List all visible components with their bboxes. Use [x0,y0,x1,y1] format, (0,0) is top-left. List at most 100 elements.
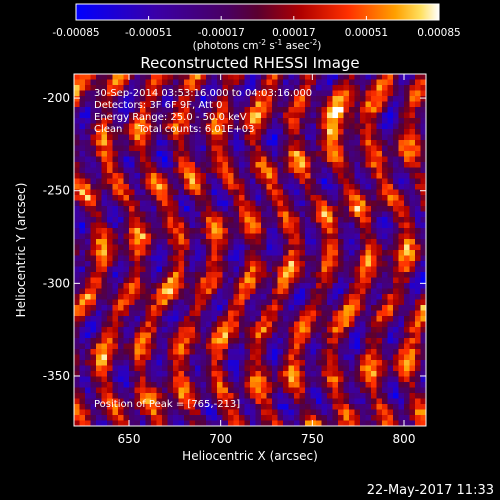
heatmap-cell [283,338,289,344]
heatmap-cell [79,239,86,245]
heatmap-cell [349,277,355,284]
heatmap-cell [272,206,278,212]
heatmap-cell [404,167,410,174]
heatmap-cell [189,266,196,273]
heatmap-cell [387,85,394,91]
heatmap-cell [404,189,410,196]
heatmap-cell [145,294,152,300]
heatmap-cell [299,217,306,223]
heatmap-cell [404,184,410,190]
heatmap-cell [239,255,245,262]
heatmap-cell [354,167,361,174]
heatmap-cell [272,294,278,300]
heatmap-cell [184,233,190,240]
heatmap-cell [118,123,124,130]
heatmap-cell [162,327,168,333]
heatmap-cell [129,382,135,388]
heatmap-cell [305,244,311,251]
heatmap-cell [200,250,207,256]
heatmap-cell [299,211,306,218]
heatmap-cell [420,250,426,256]
heatmap-cell [173,283,179,289]
heatmap-cell [200,101,207,108]
heatmap-cell [145,101,152,108]
heatmap-cell [101,332,108,339]
heatmap-cell [382,327,388,333]
heatmap-cell [151,244,157,251]
heatmap-cell [398,217,405,223]
heatmap-cell [239,398,245,405]
heatmap-cell [90,288,97,295]
heatmap-cell [211,387,218,394]
heatmap-cell [101,200,108,207]
heatmap-cell [316,299,322,306]
heatmap-cell [173,294,179,300]
heatmap-cell [332,173,339,179]
heatmap-cell [382,195,388,201]
heatmap-cell [299,382,306,388]
heatmap-cell [178,371,185,377]
heatmap-cell [360,178,366,185]
heatmap-cell [112,145,119,152]
heatmap-cell [206,338,212,344]
heatmap-cell [354,393,361,399]
heatmap-cell [156,332,163,339]
heatmap-cell [200,173,207,179]
heatmap-cell [96,343,102,350]
heatmap-cell [382,371,388,377]
heatmap-cell [349,112,355,119]
heatmap-cell [173,288,179,295]
heatmap-cell [200,277,207,284]
heatmap-cell [420,343,426,350]
heatmap-cell [222,112,229,119]
heatmap-cell [211,107,218,113]
heatmap-cell [211,79,218,86]
heatmap-cell [184,189,190,196]
heatmap-cell [85,156,91,163]
heatmap-cell [283,255,289,262]
heatmap-cell [310,101,317,108]
heatmap-cell [387,195,394,201]
heatmap-cell [393,167,399,174]
heatmap-cell [112,332,119,339]
heatmap-cell [239,151,245,157]
heatmap-cell [167,162,174,168]
heatmap-cell [316,327,322,333]
heatmap-cell [343,96,350,102]
heatmap-cell [283,79,289,86]
heatmap-cell [79,354,86,361]
heatmap-cell [305,118,311,124]
heatmap-cell [277,354,284,361]
heatmap-cell [327,112,333,119]
heatmap-cell [420,321,426,328]
heatmap-cell [145,118,152,124]
heatmap-cell [288,85,295,91]
heatmap-cell [310,90,317,97]
heatmap-cell [112,112,119,119]
heatmap-cell [123,222,130,229]
heatmap-cell [244,85,251,91]
heatmap-cell [305,387,311,394]
heatmap-cell [288,250,295,256]
heatmap-cell [200,310,207,317]
heatmap-cell [167,376,174,383]
heatmap-cell [338,200,344,207]
heatmap-cell [321,167,328,174]
heatmap-cell [184,90,190,97]
heatmap-cell [156,398,163,405]
heatmap-cell [151,85,157,91]
heatmap-cell [162,316,168,322]
heatmap-cell [261,74,267,80]
heatmap-cell [360,228,366,234]
heatmap-cell [129,129,135,135]
heatmap-cell [140,239,146,245]
heatmap-cell [85,123,91,130]
heatmap-cell [222,415,229,421]
heatmap-cell [195,101,201,108]
heatmap-cell [129,360,135,366]
heatmap-cell [244,376,251,383]
heatmap-cell [244,393,251,399]
heatmap-cell [156,151,163,157]
heatmap-cell [398,332,405,339]
heatmap-cell [101,151,108,157]
